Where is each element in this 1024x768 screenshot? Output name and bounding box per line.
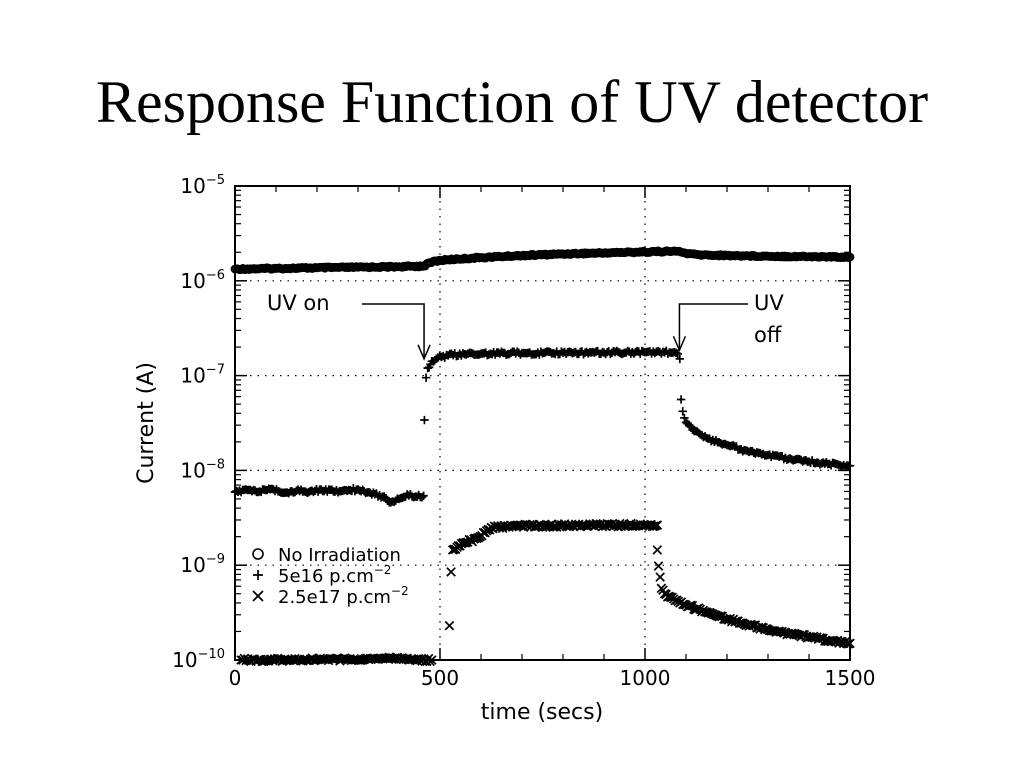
legend-label: No Irradiation	[278, 545, 401, 566]
data-point	[529, 522, 540, 532]
x-tick-label: 1500	[825, 666, 876, 690]
data-point	[676, 395, 686, 404]
uv-on-label: UV on	[267, 291, 330, 315]
y-tick-label: 10−10	[172, 647, 225, 672]
uv-on-arrowhead	[417, 344, 431, 361]
data-point	[597, 521, 608, 532]
data-point	[420, 415, 429, 425]
data-point	[647, 521, 658, 532]
data-point	[665, 592, 676, 603]
legend-label: 2.5e17 p.cm−2	[278, 584, 409, 608]
annotations: UV on UV off	[267, 291, 784, 361]
y-tick-label: 10−6	[180, 268, 225, 293]
data-point	[736, 618, 746, 628]
plot-frame	[234, 185, 851, 661]
x-tick-label: 0	[229, 666, 242, 690]
data-point	[843, 639, 854, 649]
data-point	[380, 492, 389, 501]
x-axis-label: time (secs)	[481, 700, 603, 725]
legend-marker	[253, 570, 263, 580]
data-point	[474, 253, 484, 263]
data-point	[653, 561, 664, 571]
legend-marker	[252, 590, 264, 602]
data-point	[655, 572, 665, 582]
x-tick-labels: 0 500 1000 1500	[229, 666, 876, 690]
uv-on-arrow	[362, 303, 425, 359]
series-no-irradiation	[230, 246, 855, 275]
data-point	[652, 545, 663, 555]
y-tick-label: 10−7	[180, 363, 225, 388]
uv-off-label: off	[754, 323, 782, 347]
uv-off-arrowhead	[672, 335, 687, 353]
uv-off-arrow	[678, 303, 748, 351]
data-point	[675, 354, 685, 364]
grid-lines	[235, 186, 850, 660]
y-tick-label: 10−5	[180, 173, 225, 198]
plot-panel-background	[0, 176, 1024, 736]
data-point	[844, 461, 853, 470]
data-point	[670, 347, 679, 357]
y-tick-labels: 10−10 10−9 10−8 10−7 10−6 10−5	[172, 173, 225, 672]
data-point	[425, 656, 435, 667]
data-point	[747, 620, 758, 631]
x-tick-label: 500	[421, 666, 459, 690]
legend-marker	[252, 548, 264, 560]
y-tick-label: 10−8	[180, 457, 225, 482]
data-point	[444, 620, 455, 631]
data-point	[417, 493, 427, 502]
data-point	[421, 373, 431, 382]
data-point	[430, 355, 440, 365]
data-point	[446, 567, 456, 577]
series-5e16	[230, 346, 855, 507]
uv-off-label: UV	[754, 291, 784, 315]
axis-ticks	[234, 185, 851, 661]
data-point	[685, 420, 694, 430]
slide-title: Response Function of UV detector	[95, 69, 929, 135]
data-point	[671, 348, 681, 358]
data-point	[680, 413, 689, 423]
data-point	[459, 538, 470, 548]
x-tick-label: 1000	[620, 666, 671, 690]
legend-label: 5e16 p.cm−2	[278, 563, 391, 587]
data-point	[844, 253, 853, 263]
data-point	[650, 520, 661, 531]
data-point	[678, 407, 687, 416]
y-tick-label: 10−9	[180, 552, 225, 577]
y-axis-label: Current (A)	[134, 362, 159, 484]
